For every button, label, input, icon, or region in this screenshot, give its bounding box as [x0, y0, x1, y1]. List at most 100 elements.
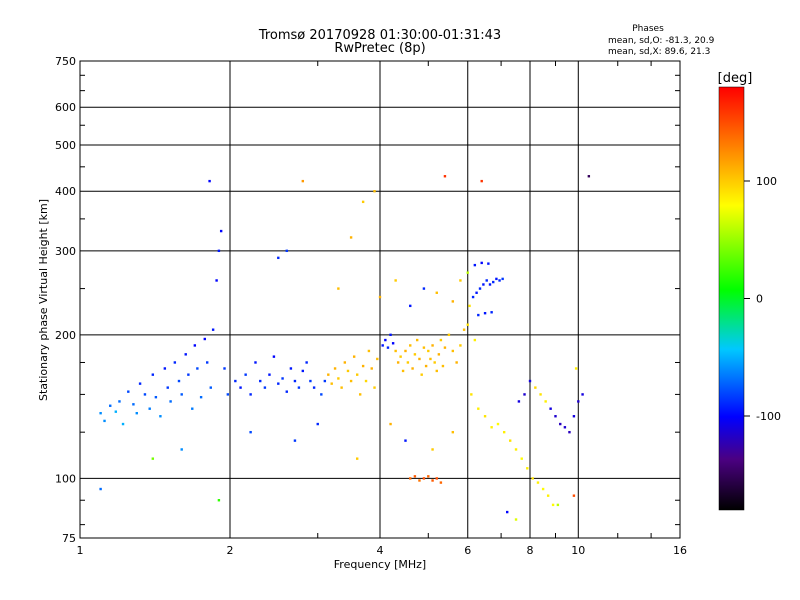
data-point	[226, 393, 230, 396]
data-point	[551, 503, 555, 507]
data-point	[541, 487, 545, 491]
data-point	[478, 287, 482, 290]
data-point	[441, 364, 445, 368]
data-point	[422, 477, 426, 480]
data-point	[355, 373, 359, 376]
plot-area: 1 2 4 6 8 10 16 75 100 200 300 400 500 600 750	[55, 55, 687, 557]
colorbar-tick-label: -100	[756, 410, 781, 423]
data-point	[349, 236, 353, 239]
data-point	[559, 422, 562, 426]
data-point	[587, 175, 591, 178]
data-point	[389, 333, 392, 337]
data-point	[381, 344, 384, 347]
y-tick-label: 300	[55, 245, 76, 258]
data-point	[439, 338, 443, 342]
data-point	[488, 283, 492, 286]
colorbar-label: [deg]	[718, 71, 753, 86]
data-point	[475, 291, 478, 294]
data-point	[470, 393, 473, 396]
data-point	[483, 415, 487, 418]
data-point	[148, 407, 151, 410]
data-point	[239, 386, 242, 389]
data-point	[384, 338, 387, 342]
data-point	[187, 373, 190, 376]
data-point	[531, 477, 534, 480]
data-point	[316, 422, 319, 426]
data-point	[132, 403, 135, 406]
data-point	[166, 386, 169, 389]
data-point	[459, 344, 462, 347]
data-point	[293, 379, 297, 383]
data-point	[268, 373, 271, 376]
data-point	[563, 426, 567, 429]
data-point	[514, 518, 518, 521]
data-point	[193, 344, 197, 347]
y-axis-label: Stationary phase Virtual Height [km]	[37, 199, 50, 401]
data-point	[361, 364, 365, 368]
data-point	[364, 379, 368, 383]
data-point	[297, 386, 301, 389]
y-tick-label: 500	[55, 139, 76, 152]
data-point	[234, 379, 237, 383]
data-point	[418, 479, 421, 482]
data-point	[498, 279, 501, 282]
data-point	[217, 249, 221, 253]
data-point	[376, 357, 379, 361]
data-point	[323, 379, 327, 383]
y-tick-label: 100	[55, 472, 76, 485]
data-point	[496, 422, 500, 426]
data-point	[301, 369, 305, 373]
data-point	[205, 361, 209, 364]
data-point	[546, 494, 550, 497]
data-point	[199, 395, 203, 399]
data-point	[422, 346, 426, 349]
data-point	[135, 411, 138, 415]
data-point	[420, 373, 423, 376]
grid	[80, 61, 680, 538]
data-point	[514, 448, 518, 451]
data-point	[312, 386, 316, 389]
y-tick-label: 75	[62, 532, 76, 545]
data-point	[485, 279, 488, 282]
data-point	[411, 367, 414, 370]
x-tick-label: 10	[571, 544, 585, 557]
data-point	[394, 349, 397, 353]
data-point	[208, 179, 211, 183]
data-point	[109, 404, 112, 407]
data-point	[439, 481, 443, 484]
data-point	[254, 361, 257, 364]
data-point	[333, 367, 337, 370]
data-point	[490, 426, 493, 429]
data-point	[184, 353, 187, 356]
data-point	[396, 361, 400, 364]
x-tick-label: 8	[527, 544, 534, 557]
y-tick-label: 200	[55, 329, 76, 342]
data-point	[526, 467, 529, 470]
data-point	[480, 261, 483, 265]
data-point	[413, 353, 417, 356]
data-point	[138, 382, 142, 385]
data-point	[373, 386, 376, 389]
data-point	[330, 382, 333, 385]
data-point	[349, 379, 353, 383]
data-point	[386, 346, 390, 349]
data-point	[337, 287, 340, 290]
data-point	[177, 379, 181, 383]
data-point	[151, 373, 155, 376]
data-point	[473, 338, 477, 342]
data-point	[99, 411, 102, 415]
data-point	[215, 279, 218, 282]
data-point	[528, 379, 532, 383]
x-tick-label: 4	[377, 544, 384, 557]
data-point	[293, 439, 297, 442]
data-point	[340, 386, 343, 389]
colorbar	[718, 86, 745, 511]
data-point	[373, 190, 376, 193]
data-point	[169, 400, 172, 403]
data-point	[143, 393, 147, 396]
data-point	[427, 349, 430, 353]
data-point	[508, 439, 512, 442]
data-point	[466, 271, 469, 274]
data-point	[378, 295, 382, 299]
data-point	[429, 357, 432, 361]
